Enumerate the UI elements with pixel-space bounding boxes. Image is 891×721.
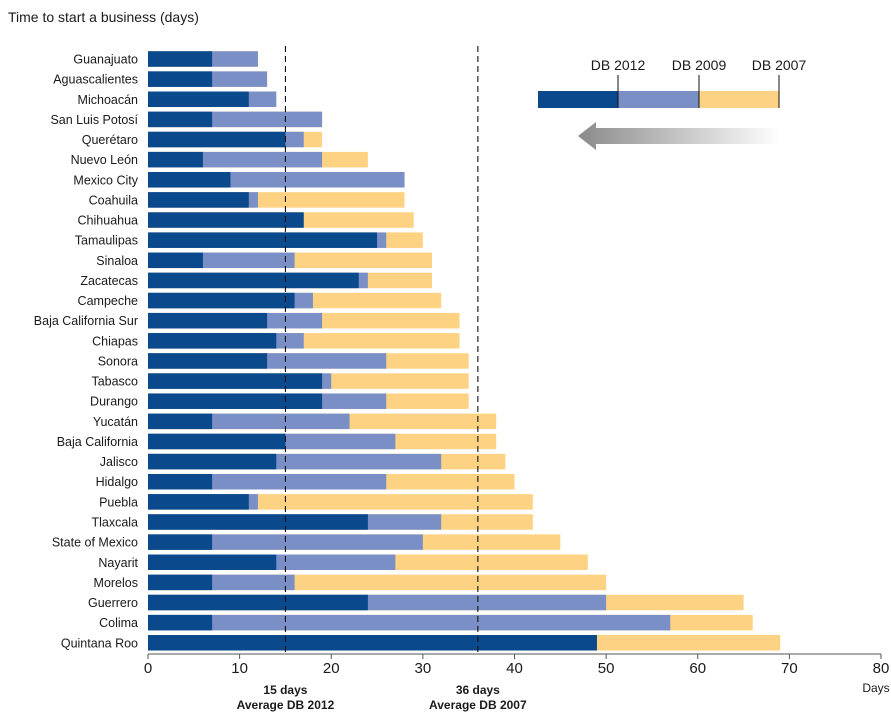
bar-db-2012-guerrero	[148, 594, 368, 611]
category-label: Nuevo León	[71, 153, 138, 167]
x-tick-label: 70	[781, 660, 798, 677]
category-label: Chihuahua	[78, 214, 139, 228]
x-tick-label: 60	[689, 660, 706, 677]
category-label: Tabasco	[91, 375, 138, 389]
bars-group	[148, 51, 781, 651]
bar-db-2012-chiapas	[148, 333, 277, 349]
category-labels: Guanajuato Aguascalientes Michoacán San Lui…	[34, 53, 139, 651]
bar-db-2012-morelos	[148, 574, 213, 591]
bar-db-2012-baja-california	[148, 433, 286, 450]
bar-db-2009-colima	[148, 614, 671, 631]
bar-db-2012-nuevo-leon	[148, 151, 203, 168]
bar-db-2012-mexico-city	[148, 172, 231, 188]
legend-label-db-2007: DB 2007	[752, 57, 807, 73]
category-label: San Luis Potosí	[50, 113, 138, 127]
reference-label-caption: Average DB 2012	[237, 698, 335, 712]
legend: DB 2012 DB 2009 DB 2007	[538, 57, 806, 150]
bar-db-2012-yucatan	[148, 413, 213, 430]
x-tick-label: 10	[231, 660, 248, 677]
legend-swatch-db-2007	[699, 91, 779, 108]
category-label: Mexico City	[73, 173, 138, 187]
category-label: Guanajuato	[73, 53, 138, 67]
x-tick-label: 0	[144, 660, 152, 677]
category-label: Nayarit	[98, 556, 138, 570]
category-label: State of Mexico	[52, 536, 138, 550]
category-label: Querétaro	[82, 133, 138, 147]
category-label: Colima	[99, 616, 138, 630]
category-label: Sonora	[98, 354, 138, 368]
x-tick-label: 40	[506, 660, 523, 677]
category-label: Coahuila	[89, 193, 138, 207]
category-label: Chiapas	[92, 334, 138, 348]
category-label: Guerrero	[88, 596, 138, 610]
x-tick-label: 20	[323, 660, 340, 677]
bar-db-2012-nayarit	[148, 554, 277, 570]
legend-label-db-2012: DB 2012	[591, 57, 646, 73]
category-label: Jalisco	[100, 455, 138, 469]
bar-db-2012-campeche	[148, 292, 295, 309]
bar-db-2012-guanajuato	[148, 51, 213, 67]
category-label: Michoacán	[78, 93, 138, 107]
category-label: Tamaulipas	[75, 234, 138, 248]
category-label: Morelos	[94, 576, 138, 590]
bar-db-2012-coahuila	[148, 192, 249, 208]
bar-db-2012-tlaxcala	[148, 514, 368, 530]
category-label: Aguascalientes	[53, 73, 138, 87]
bar-db-2012-hidalgo	[148, 473, 213, 490]
category-label: Quintana Roo	[61, 636, 138, 650]
bar-db-2012-sonora	[148, 353, 268, 369]
x-tick-label: 30	[415, 660, 432, 677]
bar-db-2012-sinaloa	[148, 252, 203, 269]
category-label: Puebla	[99, 495, 138, 509]
category-label: Baja California	[57, 435, 138, 449]
legend-label-db-2009: DB 2009	[672, 57, 727, 73]
x-tick-label: 50	[598, 660, 615, 677]
x-axis: 0 10 20 30 40 50 60 70 80	[144, 653, 890, 677]
reference-label-value: 15 days	[263, 683, 307, 697]
bar-db-2012-tamaulipas	[148, 232, 378, 248]
bar-db-2012-aguascalientes	[148, 71, 213, 87]
bar-db-2012-queretaro	[148, 131, 286, 148]
bar-db-2012-tabasco	[148, 373, 323, 389]
improvement-arrow-icon	[578, 122, 780, 150]
reference-label-caption: Average DB 2007	[429, 698, 527, 712]
x-tick-label: 80	[873, 660, 890, 677]
category-label: Durango	[90, 395, 138, 409]
x-axis-label: Days	[862, 681, 889, 695]
bar-db-2012-baja-california-sur	[148, 312, 268, 329]
legend-swatch-db-2009	[618, 91, 699, 108]
bar-db-2012-quintana-roo	[148, 635, 597, 651]
category-label: Campeche	[78, 294, 138, 308]
category-label: Zacatecas	[80, 274, 138, 288]
bar-db-2012-michoacan	[148, 91, 249, 108]
bar-db-2012-san-luis-potosi	[148, 111, 213, 128]
category-label: Tlaxcala	[91, 515, 138, 529]
bar-db-2012-colima	[148, 614, 213, 631]
category-label: Baja California Sur	[34, 314, 138, 328]
legend-swatch-db-2012	[538, 91, 618, 108]
bar-db-2012-state-of-mexico	[148, 534, 213, 550]
category-label: Sinaloa	[96, 254, 138, 268]
category-label: Yucatán	[93, 415, 138, 429]
chart-title: Time to start a business (days)	[8, 9, 199, 25]
bar-db-2012-puebla	[148, 494, 249, 510]
category-label: Hidalgo	[96, 475, 138, 489]
bar-db-2009-state-of-mexico	[148, 534, 423, 550]
bar-db-2012-zacatecas	[148, 272, 359, 289]
bar-db-2012-durango	[148, 393, 323, 409]
reference-label-value: 36 days	[456, 683, 500, 697]
bar-db-2012-chihuahua	[148, 212, 304, 228]
bar-db-2012-jalisco	[148, 453, 277, 470]
